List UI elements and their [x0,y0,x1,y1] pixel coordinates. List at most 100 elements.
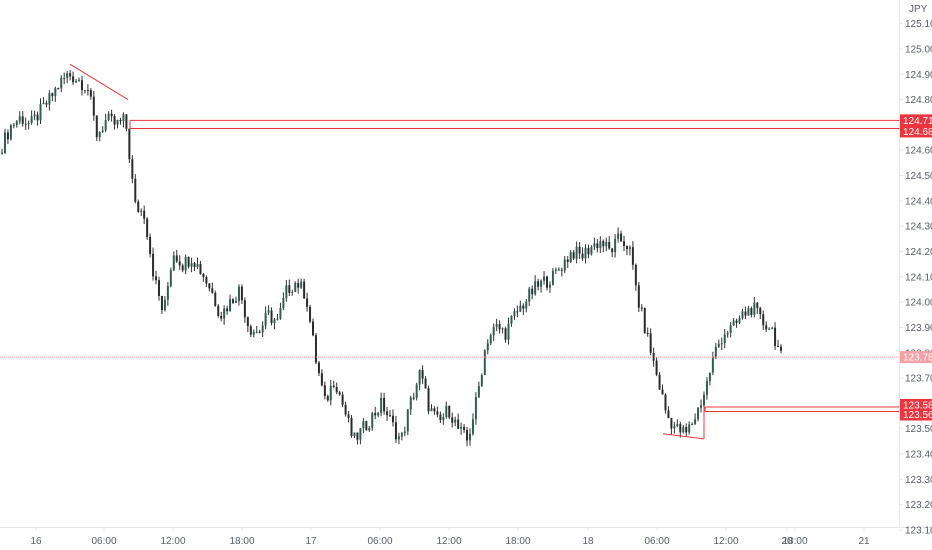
candle-body [643,307,646,333]
candle-body [184,256,187,271]
candle-body [735,320,738,323]
candle-body [625,245,628,250]
candle-body [374,412,377,416]
candle-body [433,408,436,412]
candle-body [486,343,489,351]
candle-body [489,335,492,344]
candle-body [528,288,531,302]
candle-body [9,125,12,140]
candle-body [72,76,75,83]
candle-body [679,424,682,433]
candle-body [356,432,359,440]
candle-body [237,286,240,302]
candle-body [516,311,519,313]
candle-body [371,412,374,428]
candle-body [631,247,634,265]
y-axis[interactable]: 125.100125.000124.900124.800124.700124.6… [899,19,932,537]
price-badge [900,408,932,421]
trendline[interactable] [662,433,705,440]
candle-body [232,299,235,303]
candle-body [362,421,365,429]
candle-body [554,269,557,271]
y-tick-label: 124.600 [905,146,932,157]
x-tick-label: 06:00 [367,536,392,547]
candle-body [69,73,72,77]
candle-body [504,328,507,340]
candle-body [146,218,149,237]
candle-body [732,320,735,326]
candle-body [492,327,495,336]
y-tick-label: 124.200 [905,247,932,258]
candle-body [270,310,273,324]
candle-body [708,372,711,382]
candle-body [122,114,125,122]
candle-body [673,425,676,429]
candles-layer [1,70,782,447]
candle-body [214,292,217,306]
candle-body [190,263,193,267]
candle-body [24,123,27,125]
candle-body [297,283,300,288]
candle-body [634,264,637,286]
candle-body [628,247,631,250]
candle-body [640,307,643,309]
x-tick-label: 12:00 [713,536,738,547]
candle-body [187,256,190,267]
candle-body [483,350,486,376]
candle-body [688,424,691,433]
candle-body [463,426,466,430]
candle-body [702,394,705,406]
candle-body [211,288,214,293]
price-badge [900,114,932,127]
candle-body [415,384,418,398]
candle-body [537,281,540,287]
candle-body [45,102,48,105]
candle-body [83,90,86,92]
candle-body [125,114,128,129]
candle-body [578,246,581,254]
candle-body [134,178,137,202]
candle-body [57,88,60,90]
candle-body [551,270,554,285]
candle-body [596,243,599,249]
trendline[interactable] [69,63,129,101]
candle-body [166,286,169,300]
candle-body [317,362,320,374]
candle-body [294,283,297,293]
x-tick-label: 06:00 [644,536,669,547]
candle-body [658,374,661,390]
candle-body [258,331,261,333]
candle-body [442,417,445,420]
candle-body [694,419,697,424]
candle-body [261,325,264,333]
x-tick-label: 18:00 [229,536,254,547]
candle-body [427,388,430,412]
candle-body [131,159,134,179]
candle-body [15,121,18,125]
x-tick-label: 18 [582,536,594,547]
x-axis[interactable]: 16 06:00 12:00 18:00 17 06:00 12:00 18:00 18 06:0… [30,527,870,547]
candle-body [119,120,122,122]
candle-body [320,373,323,386]
candle-body [605,241,608,247]
y-tick-label: 123.400 [905,450,932,461]
candle-body [60,78,63,89]
candle-body [220,315,223,319]
candle-body [460,426,463,429]
candle-body [451,417,454,423]
candle-body [406,409,409,432]
candle-body [175,255,178,262]
candle-body [329,385,332,401]
candle-body [566,259,569,263]
candle-body [771,327,774,329]
candle-body [383,397,386,412]
y-tick-label: 124.900 [905,70,932,81]
candle-body [377,412,380,416]
candle-body [569,252,572,263]
candle-body [350,417,353,437]
candle-body [359,428,362,440]
candle-body [353,432,356,437]
candle-body [326,395,329,401]
